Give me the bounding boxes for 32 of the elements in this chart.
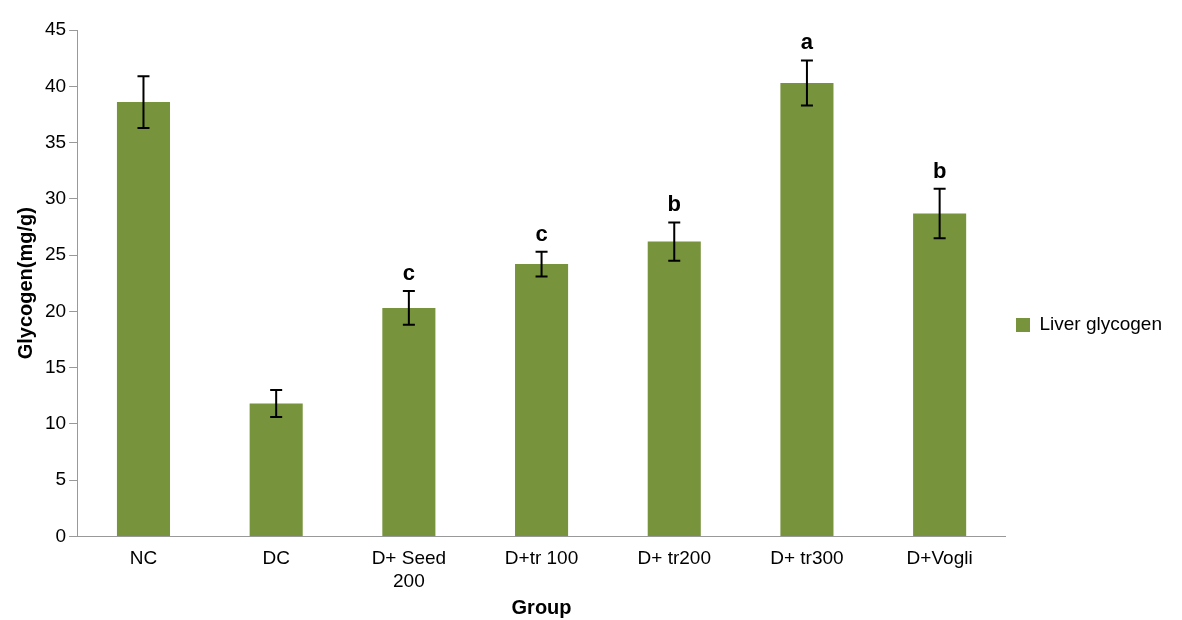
- bar: [515, 264, 569, 536]
- y-tick-label: 10: [44, 412, 67, 434]
- y-tick-label: 30: [44, 187, 67, 209]
- data-label: b: [932, 157, 947, 183]
- y-tick-label: 20: [44, 299, 67, 321]
- x-tick-label: D+ tr200: [637, 547, 711, 569]
- y-tick-label: 45: [44, 18, 67, 40]
- x-tick-label: D+ Seed 200: [371, 547, 447, 591]
- y-tick-label: 0: [55, 524, 67, 546]
- data-label: c: [402, 260, 415, 286]
- x-tick-label: D+tr 100: [504, 547, 579, 569]
- y-tick-label: 35: [44, 130, 67, 152]
- y-axis-title: Glycogen(mg/g): [13, 207, 36, 360]
- y-tick-label: 25: [44, 243, 67, 265]
- data-label: b: [667, 191, 681, 217]
- data-label: c: [535, 220, 548, 246]
- y-tick-label: 40: [44, 74, 67, 96]
- bar: [780, 82, 834, 536]
- y-tick-label: 5: [55, 468, 67, 490]
- x-tick-label: D+ tr300: [770, 547, 844, 569]
- bar: [647, 241, 701, 536]
- bar: [382, 307, 436, 536]
- x-tick-label: DC: [262, 547, 290, 569]
- x-axis-title: Group: [511, 595, 572, 618]
- y-tick-label: 15: [44, 355, 67, 377]
- bar: [249, 403, 303, 536]
- bar: [913, 213, 967, 536]
- data-label: a: [800, 29, 814, 55]
- x-tick-label: D+Vogli: [906, 547, 973, 569]
- bar: [116, 102, 171, 536]
- x-tick-label: NC: [129, 547, 158, 569]
- legend-label: Liver glycogen: [1039, 313, 1163, 335]
